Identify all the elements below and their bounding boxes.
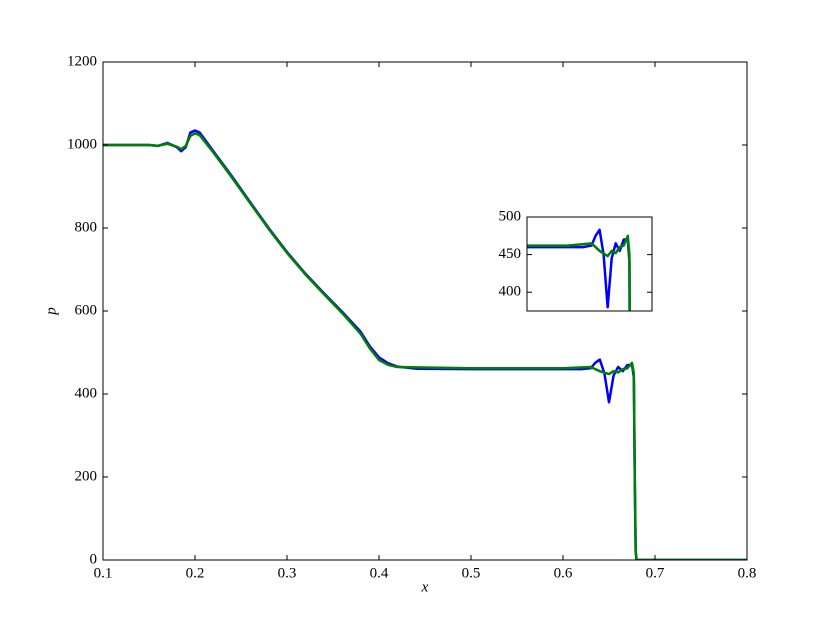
y-tick-label: 500 — [499, 208, 522, 224]
y-tick-label: 800 — [75, 219, 98, 235]
y-tick-label: 1000 — [67, 136, 97, 152]
x-tick-label: 0.4 — [370, 565, 389, 581]
y-tick-label: 1200 — [67, 53, 97, 69]
inset-background — [527, 217, 652, 311]
x-axis-label: x — [421, 579, 429, 595]
series-line — [527, 228, 631, 311]
series-line — [103, 129, 747, 560]
y-tick-label: 600 — [75, 302, 98, 318]
y-axis-label: p — [43, 307, 59, 316]
x-tick-label: 0.3 — [278, 565, 297, 581]
inset-lines — [527, 228, 631, 311]
y-tick-label: 400 — [75, 385, 98, 401]
x-tick-label: 0.1 — [94, 565, 113, 581]
y-tick-label: 400 — [499, 284, 522, 300]
series-line — [103, 132, 747, 560]
y-tick-label: 0 — [90, 551, 98, 567]
x-tick-label: 0.8 — [738, 565, 757, 581]
y-tick-label: 450 — [499, 246, 522, 262]
x-tick-label: 0.5 — [462, 565, 481, 581]
series-line — [527, 234, 631, 311]
y-tick-label: 200 — [75, 468, 98, 484]
x-tick-label: 0.7 — [646, 565, 665, 581]
inset-frame — [526, 216, 653, 312]
x-tick-label: 0.6 — [554, 565, 573, 581]
main-lines — [103, 129, 747, 560]
x-tick-label: 0.2 — [186, 565, 205, 581]
